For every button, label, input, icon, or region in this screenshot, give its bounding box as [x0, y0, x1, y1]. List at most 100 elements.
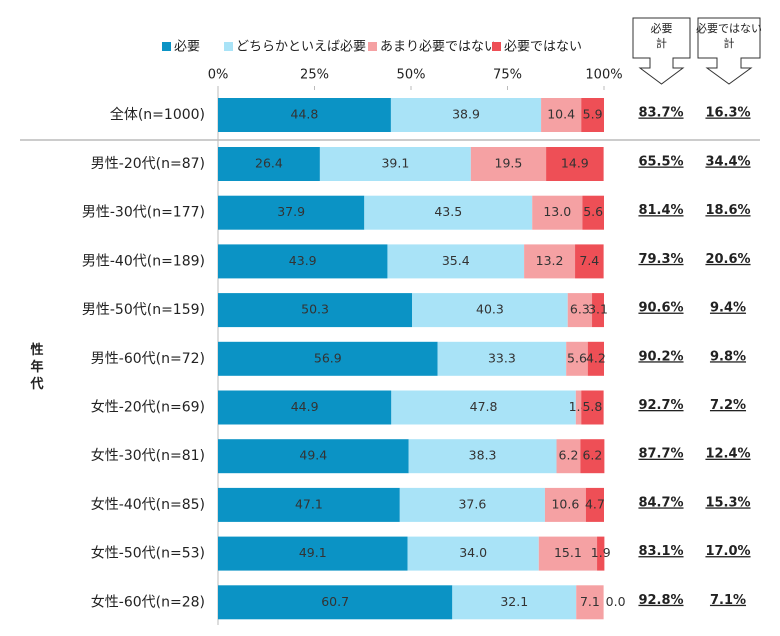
group-label: 性年代: [28, 342, 45, 394]
bar-segment: [218, 293, 413, 328]
bar-segment: [544, 487, 586, 522]
bar-segment: [218, 390, 392, 425]
bar-segment: [524, 244, 576, 279]
data-label: 47.1: [295, 496, 323, 511]
bar-segment: [470, 147, 547, 181]
bar-segment: [585, 487, 604, 522]
total-value: 17.0%: [705, 544, 750, 559]
total-value: 34.4%: [705, 155, 750, 170]
bar-segment: [218, 536, 408, 571]
bar-segment: [319, 147, 471, 181]
data-label: 38.9: [452, 107, 480, 122]
bar-segment: [541, 98, 582, 132]
y-tick-label: 全体(n=1000): [110, 106, 205, 123]
data-label: 37.9: [277, 204, 305, 219]
bar-segment: [218, 244, 388, 279]
data-label: 49.4: [299, 448, 327, 463]
data-label: 50.3: [301, 302, 329, 317]
total-value: 87.7%: [638, 447, 683, 462]
y-tick-label: 男性-30代(n=177): [82, 205, 205, 221]
bar-segment: [581, 390, 604, 425]
data-label: 13.2: [536, 253, 564, 268]
total-value: 83.1%: [638, 544, 683, 559]
data-label: 7.1: [580, 594, 600, 609]
legend-label: 必要ではない: [504, 40, 582, 55]
data-label: 43.9: [289, 253, 317, 268]
header-arrow: [632, 17, 691, 85]
bar-segment: [412, 293, 568, 328]
y-tick-label: 女性-60代(n=28): [91, 593, 205, 610]
bar-segment: [407, 536, 539, 571]
x-tick-label: 100%: [585, 68, 622, 83]
data-label: 26.4: [255, 156, 283, 171]
bar-segment: [364, 195, 533, 230]
bar-segment: [218, 147, 320, 181]
total-value: 20.6%: [705, 252, 750, 267]
x-tick-label: 75%: [493, 68, 522, 83]
data-label: 5.6: [583, 204, 603, 219]
data-label: 4.7: [585, 496, 605, 511]
y-tick-label: 男性-20代(n=87): [91, 156, 205, 172]
bar-segment: [580, 439, 605, 474]
bar-segment: [567, 293, 593, 328]
data-label: 6.2: [582, 448, 602, 463]
data-label: 7.4: [579, 253, 599, 268]
bar-segment: [452, 585, 577, 620]
y-tick-label: 男性-60代(n=72): [91, 351, 205, 367]
total-value: 65.5%: [638, 155, 683, 170]
bar-segment: [532, 195, 583, 230]
total-value: 9.4%: [710, 301, 746, 316]
bar-segment: [399, 487, 545, 522]
total-value: 92.7%: [638, 398, 683, 413]
legend-label: あまり必要ではない: [380, 40, 497, 55]
bar-segment: [575, 244, 604, 279]
data-label: 15.1: [554, 545, 582, 560]
bar-segment: [597, 536, 605, 571]
data-label: 6.3: [570, 302, 590, 317]
data-label: 14.9: [561, 156, 589, 171]
data-label: 32.1: [500, 594, 528, 609]
data-label: 33.3: [488, 350, 516, 365]
total-header: 計: [656, 36, 667, 50]
data-label: 0.0: [606, 594, 626, 609]
y-tick-label: 男性-40代(n=189): [82, 253, 205, 269]
data-label: 5.9: [583, 107, 603, 122]
bar-segment: [391, 390, 576, 425]
total-value: 90.2%: [638, 349, 683, 364]
legend-label: どちらかといえば必要: [236, 40, 366, 55]
bar-segment: [218, 341, 438, 376]
data-label: 35.4: [442, 253, 470, 268]
total-value: 7.1%: [710, 593, 746, 608]
data-label: 19.5: [495, 156, 523, 171]
data-label: 56.9: [314, 350, 342, 365]
data-label: 10.4: [547, 107, 575, 122]
data-label: 40.3: [476, 302, 504, 317]
data-label: 34.0: [459, 545, 487, 560]
legend-swatch: [368, 42, 377, 51]
bar-segment: [390, 98, 542, 132]
bar-segment: [218, 585, 453, 620]
bar-segment: [587, 341, 604, 376]
legend-label: 必要: [174, 40, 200, 55]
total-value: 9.8%: [710, 349, 746, 364]
bar-segment: [408, 439, 557, 474]
data-label: 4.2: [586, 350, 606, 365]
legend-swatch: [162, 42, 171, 51]
legend-swatch: [224, 42, 233, 51]
total-value: 15.3%: [705, 495, 750, 510]
y-tick-label: 女性-30代(n=81): [91, 447, 205, 464]
data-label: 6.2: [559, 448, 579, 463]
data-label: 39.1: [381, 156, 409, 171]
total-value: 81.4%: [638, 203, 683, 218]
x-tick-label: 25%: [300, 68, 329, 83]
bar-segment: [218, 487, 400, 522]
y-tick-label: 女性-20代(n=69): [91, 399, 205, 416]
data-label: 44.8: [291, 107, 319, 122]
bar-segment: [218, 98, 391, 132]
data-label: 49.1: [299, 545, 327, 560]
data-label: 5.8: [582, 399, 602, 414]
data-label: 44.9: [291, 399, 319, 414]
total-value: 16.3%: [705, 106, 750, 121]
data-label: 3.1: [588, 302, 608, 317]
total-value: 12.4%: [705, 447, 750, 462]
